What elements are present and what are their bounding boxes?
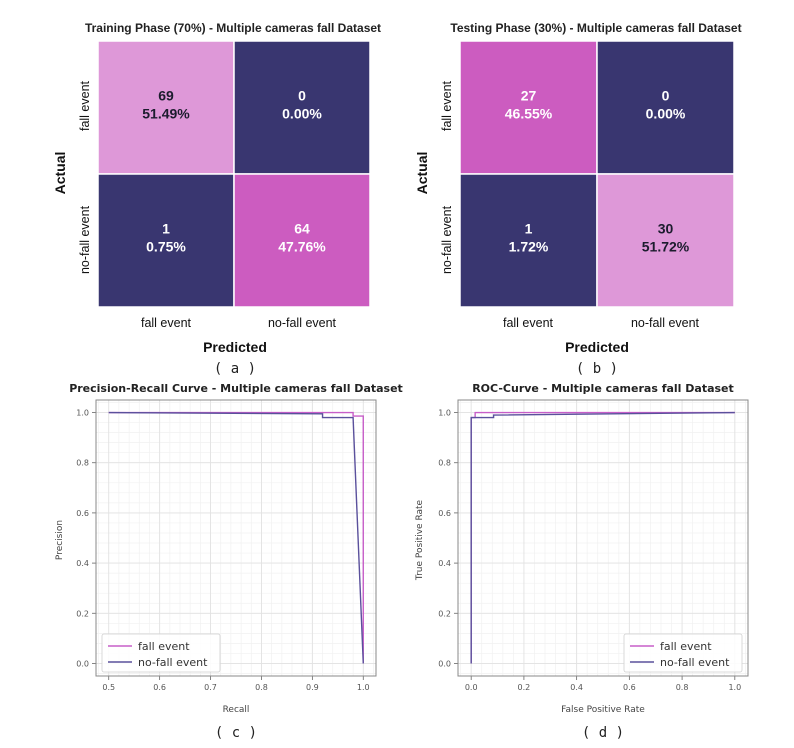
legend-label: fall event: [138, 640, 190, 653]
cell-percent: 0.75%: [146, 239, 186, 255]
series-line: [108, 411, 364, 664]
x-tick-label: no-fall event: [631, 316, 700, 330]
x-tick-label: 0.9: [306, 683, 319, 692]
cell-percent: 1.72%: [509, 239, 549, 255]
y-tick-label: 0.0: [438, 659, 451, 668]
y-axis-label: Actual: [414, 152, 430, 195]
y-tick-label: fall event: [78, 80, 92, 131]
cell-count: 69: [158, 88, 174, 104]
cell-count: 0: [298, 88, 306, 104]
x-tick-label: 0.8: [676, 683, 689, 692]
y-tick-label: 0.2: [438, 609, 451, 618]
y-axis-label: Actual: [52, 152, 68, 195]
x-tick-label: 1.0: [357, 683, 370, 692]
heatmap-cell: [97, 173, 235, 308]
x-axis-label: Recall: [223, 705, 250, 715]
y-tick-label: 0.0: [76, 659, 89, 668]
heatmap-cell: [97, 40, 235, 175]
cell-count: 1: [525, 221, 533, 237]
precision-recall-curve: Precision-Recall Curve - Multiple camera…: [55, 382, 403, 741]
y-tick-label: 1.0: [438, 409, 451, 418]
x-tick-label: 0.0: [465, 683, 478, 692]
confusion-matrix-training: Training Phase (70%) - Multiple cameras …: [52, 21, 381, 377]
series-line: [470, 411, 735, 664]
chart-title: Training Phase (70%) - Multiple cameras …: [85, 21, 381, 35]
y-tick-label: 0.6: [76, 509, 89, 518]
x-tick-label: fall event: [503, 316, 554, 330]
cell-percent: 46.55%: [505, 106, 553, 122]
cell-percent: 0.00%: [646, 106, 686, 122]
cell-count: 0: [662, 88, 670, 104]
x-tick-label: no-fall event: [268, 316, 337, 330]
cell-count: 64: [294, 221, 310, 237]
legend-label: no-fall event: [138, 656, 208, 669]
plot-frame: [95, 399, 377, 677]
y-tick-label: no-fall event: [78, 205, 92, 274]
y-tick-label: 0.4: [76, 559, 89, 568]
y-tick-label: 1.0: [76, 409, 89, 418]
cell-percent: 51.49%: [142, 106, 190, 122]
cell-percent: 47.76%: [278, 239, 326, 255]
heatmap-cell: [459, 173, 598, 308]
cell-count: 27: [521, 88, 537, 104]
x-tick-label: 0.2: [518, 683, 531, 692]
heatmap-cell: [233, 40, 371, 175]
roc-curve: ROC-Curve - Multiple cameras fall Datase…: [415, 382, 749, 741]
cell-count: 30: [658, 221, 674, 237]
cell-count: 1: [162, 221, 170, 237]
x-tick-label: 0.5: [102, 683, 115, 692]
y-tick-label: 0.8: [76, 459, 89, 468]
x-tick-label: 0.7: [204, 683, 217, 692]
confusion-matrix-testing: Testing Phase (30%) - Multiple cameras f…: [414, 21, 742, 377]
x-tick-label: fall event: [141, 316, 192, 330]
panel-caption: ( b ): [576, 361, 618, 377]
y-tick-label: 0.4: [438, 559, 451, 568]
series-line: [108, 411, 364, 664]
heatmap-cell: [459, 40, 598, 175]
legend-label: fall event: [660, 640, 712, 653]
y-tick-label: fall event: [440, 80, 454, 131]
x-axis-label: Predicted: [203, 339, 267, 355]
x-tick-label: 1.0: [728, 683, 741, 692]
y-axis-label: True Positive Rate: [415, 499, 425, 581]
x-tick-label: 0.4: [570, 683, 583, 692]
heatmap-cell: [596, 40, 735, 175]
plot-frame: [457, 399, 749, 677]
heatmap-cell: [233, 173, 371, 308]
series-line: [470, 411, 735, 664]
heatmap-cell: [596, 173, 735, 308]
legend-label: no-fall event: [660, 656, 730, 669]
x-tick-label: 0.6: [153, 683, 166, 692]
panel-caption: ( c ): [215, 725, 257, 741]
chart-title: Testing Phase (30%) - Multiple cameras f…: [450, 21, 741, 35]
x-tick-label: 0.8: [255, 683, 268, 692]
y-axis-label: Precision: [55, 520, 65, 560]
y-tick-label: 0.2: [76, 609, 89, 618]
cell-percent: 51.72%: [642, 239, 690, 255]
chart-title: Precision-Recall Curve - Multiple camera…: [69, 382, 403, 395]
y-tick-label: no-fall event: [440, 205, 454, 274]
x-axis-label: Predicted: [565, 339, 629, 355]
x-tick-label: 0.6: [623, 683, 636, 692]
cell-percent: 0.00%: [282, 106, 322, 122]
y-tick-label: 0.6: [438, 509, 451, 518]
panel-caption: ( a ): [214, 361, 256, 377]
panel-caption: ( d ): [582, 725, 624, 741]
y-tick-label: 0.8: [438, 459, 451, 468]
x-axis-label: False Positive Rate: [561, 705, 645, 715]
chart-title: ROC-Curve - Multiple cameras fall Datase…: [472, 382, 734, 395]
